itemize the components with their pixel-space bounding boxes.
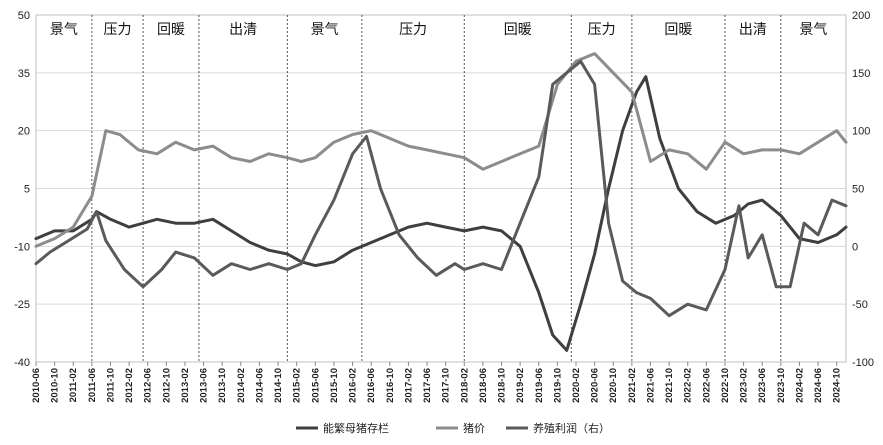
x-tick-label: 2014-06: [254, 368, 265, 403]
phase-label: 压力: [103, 22, 131, 38]
y-left-tick-label: -40: [14, 357, 30, 369]
x-tick-label: 2013-06: [199, 368, 210, 403]
y-left-tick-label: 5: [24, 184, 30, 196]
y-left-tick-label: 50: [18, 10, 30, 22]
legend-label: 能繁母猪存栏: [323, 421, 389, 435]
y-right-tick-label: 50: [852, 184, 864, 196]
legend-label: 养殖利润（右）: [533, 421, 610, 435]
x-tick-label: 2021-06: [645, 368, 656, 403]
x-axis: 2010-06 2010-10 2011-02 2011-06 2011-10 2012-…: [31, 362, 843, 403]
phase-labels: 景气 压力 回暖 出清 景气 压力 回暖 压力 回暖 出清 景气: [50, 22, 827, 38]
y-right-tick-label: 100: [852, 126, 870, 138]
y-left-tick-label: 35: [18, 68, 30, 80]
x-tick-label: 2016-06: [366, 368, 377, 403]
phase-label: 出清: [229, 22, 257, 38]
gridlines: [35, 14, 847, 363]
y-left-tick-label: -10: [14, 241, 30, 253]
x-tick-label: 2017-10: [441, 368, 452, 403]
phase-label: 压力: [588, 22, 616, 38]
plot-frame: [35, 14, 847, 363]
x-tick-label: 2021-02: [627, 368, 638, 403]
x-tick-label: 2015-10: [329, 368, 340, 403]
x-tick-label: 2017-02: [403, 368, 414, 403]
x-tick-label: 2014-02: [236, 368, 247, 403]
x-tick-label: 2022-10: [720, 368, 731, 403]
x-tick-label: 2018-10: [497, 368, 508, 403]
x-tick-label: 2022-02: [683, 368, 694, 403]
x-tick-label: 2019-06: [534, 368, 545, 403]
phase-label: 景气: [311, 22, 339, 38]
x-tick-label: 2014-10: [273, 368, 284, 403]
x-tick-label: 2010-10: [50, 368, 61, 403]
x-tick-label: 2019-02: [515, 368, 526, 403]
series-lines: [34, 52, 848, 352]
y-right-tick-label: -50: [852, 299, 868, 311]
x-tick-label: 2011-06: [87, 368, 98, 402]
x-tick-label: 2015-06: [310, 368, 321, 403]
x-tick-label: 2022-06: [701, 368, 712, 403]
phase-dividers: [91, 15, 782, 362]
phase-label: 回暖: [664, 22, 692, 38]
x-tick-label: 2021-10: [664, 368, 675, 403]
x-tick-label: 2012-06: [143, 368, 154, 403]
x-tick-label: 2018-06: [478, 368, 489, 403]
phase-label: 回暖: [157, 22, 185, 38]
x-tick-label: 2019-10: [552, 368, 563, 403]
legend-label: 猪价: [463, 422, 485, 435]
y-right-tick-label: 150: [852, 68, 870, 80]
phase-label: 出清: [739, 22, 767, 38]
x-tick-label: 2013-10: [217, 368, 228, 403]
phase-label: 景气: [50, 22, 78, 38]
x-tick-label: 2012-02: [124, 368, 135, 403]
x-tick-label: 2024-06: [813, 368, 824, 403]
x-tick-label: 2020-02: [571, 368, 582, 403]
x-tick-label: 2020-10: [608, 368, 619, 403]
x-tick-label: 2011-02: [68, 368, 79, 402]
y-axis-left: 50 35 20 5 -10 -25 -40: [14, 10, 30, 369]
x-tick-label: 2012-10: [161, 368, 172, 403]
x-tick-label: 2024-10: [832, 368, 843, 403]
x-tick-label: 2016-10: [385, 368, 396, 403]
x-tick-label: 2017-06: [422, 368, 433, 403]
y-right-tick-label: 0: [852, 241, 858, 253]
y-left-tick-label: 20: [18, 126, 30, 138]
x-tick-label: 2023-02: [739, 368, 750, 403]
x-tick-label: 2020-06: [590, 368, 601, 403]
phase-label: 景气: [799, 22, 827, 38]
series-line-0: [34, 75, 848, 352]
series-line-1: [34, 52, 848, 248]
y-right-tick-label: -100: [852, 357, 874, 369]
x-tick-label: 2016-02: [348, 368, 359, 403]
legend: 能繁母猪存栏 猪价 养殖利润（右）: [296, 421, 610, 435]
x-tick-label: 2010-06: [31, 368, 42, 403]
x-tick-label: 2018-02: [459, 368, 470, 403]
x-tick-label: 2023-10: [776, 368, 787, 403]
y-right-tick-label: 200: [852, 10, 870, 22]
series-line-2: [34, 59, 848, 318]
phase-label: 回暖: [504, 22, 532, 38]
x-tick-label: 2024-02: [794, 368, 805, 403]
phase-label: 压力: [399, 22, 427, 38]
x-tick-label: 2015-02: [292, 368, 303, 403]
x-tick-label: 2011-10: [105, 368, 116, 402]
y-left-tick-label: -25: [14, 299, 30, 311]
y-axis-right: 200 150 100 50 0 -50 -100: [852, 10, 874, 369]
x-tick-label: 2013-02: [180, 368, 191, 403]
x-tick-label: 2023-06: [757, 368, 768, 403]
